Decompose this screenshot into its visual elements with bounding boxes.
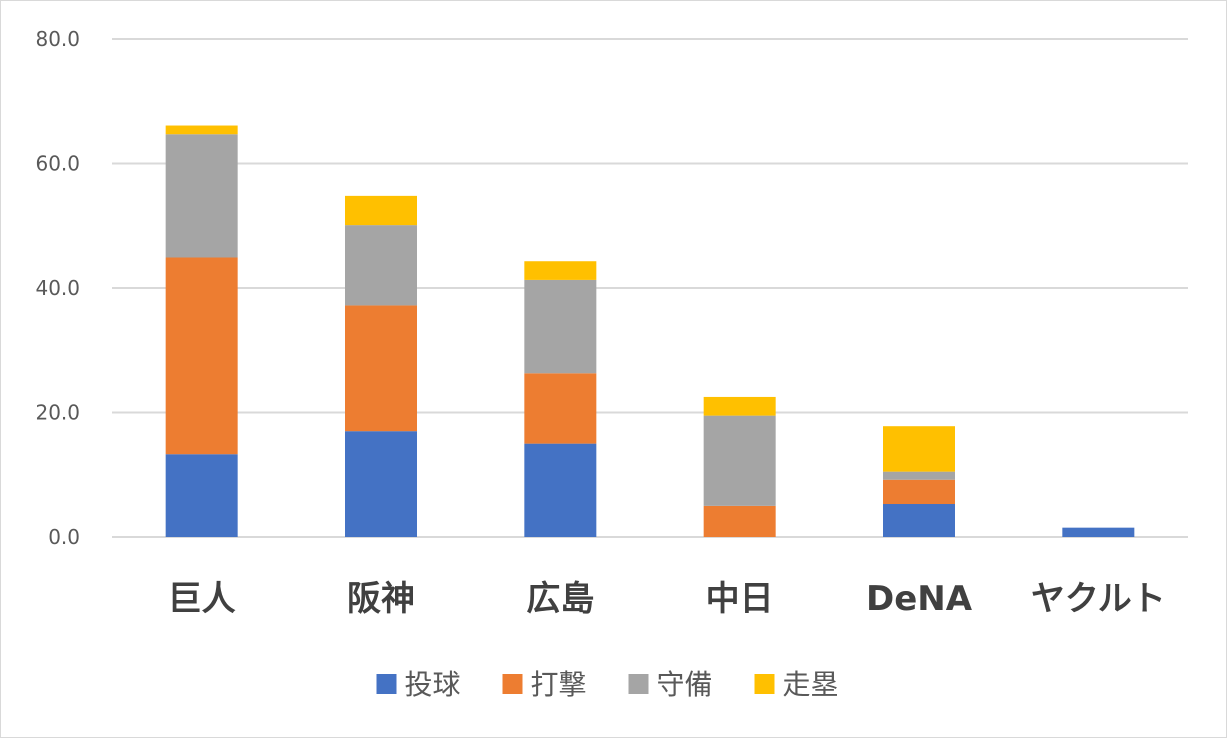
x-category-label: DeNA	[866, 579, 973, 619]
bar-segment	[703, 396, 776, 416]
bar-segment	[883, 479, 955, 505]
gridlines	[112, 38, 1188, 538]
bar-segment	[883, 426, 955, 472]
legend-item[interactable]: 走塁	[754, 668, 839, 701]
bar-segment	[165, 257, 238, 455]
y-tick-label: 20.0	[35, 401, 80, 425]
x-category-label: 巨人	[168, 579, 236, 619]
bar-segment	[165, 125, 238, 135]
bar-segment	[524, 279, 597, 374]
x-category-label: 中日	[706, 579, 774, 619]
legend-swatch	[502, 674, 523, 694]
legend-swatch	[376, 674, 397, 694]
legend-swatch	[754, 674, 775, 694]
bar-segment	[345, 225, 417, 306]
bar-segment	[883, 471, 955, 480]
legend-item[interactable]: 守備	[628, 668, 713, 701]
bar-segment	[524, 261, 597, 280]
y-tick-label: 40.0	[35, 276, 80, 300]
x-category-label: ヤクルト	[1031, 579, 1166, 619]
legend-label: 投球	[405, 668, 461, 701]
legend-item[interactable]: 打撃	[502, 668, 587, 701]
bar-segment	[524, 443, 597, 537]
y-tick-label: 60.0	[35, 152, 80, 176]
bars	[165, 125, 1135, 537]
x-category-label: 広島	[526, 579, 594, 619]
bar-segment	[703, 505, 776, 537]
bar-segment	[524, 373, 597, 444]
y-tick-label: 0.0	[48, 525, 80, 549]
legend[interactable]: 投球 打撃 守備 走塁	[376, 668, 839, 701]
legend-label: 走塁	[783, 668, 839, 701]
y-axis-ticks: 0.0 20.0 40.0 60.0 80.0	[35, 27, 80, 549]
legend-swatch	[628, 674, 649, 694]
bar-segment	[165, 454, 238, 537]
bar-segment	[165, 134, 238, 258]
bar-segment	[345, 305, 417, 432]
bar-segment	[883, 504, 955, 537]
legend-item[interactable]: 投球	[376, 668, 461, 701]
legend-label: 打撃	[531, 668, 587, 701]
bar-segment	[1062, 527, 1135, 537]
bar-segment	[345, 195, 417, 226]
bar-segment	[345, 431, 417, 537]
legend-label: 守備	[657, 668, 713, 701]
bar-segment	[703, 415, 776, 506]
y-tick-label: 80.0	[35, 27, 80, 51]
x-category-label: 阪神	[347, 579, 415, 619]
x-axis-labels: 巨人 阪神 広島 中日 DeNA ヤクルト	[168, 579, 1166, 619]
